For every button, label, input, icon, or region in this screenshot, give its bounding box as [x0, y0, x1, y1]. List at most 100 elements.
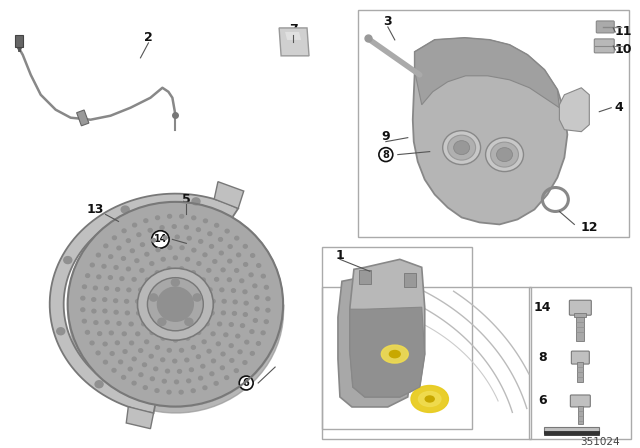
- Polygon shape: [214, 182, 244, 208]
- Bar: [545, 431, 599, 435]
- Ellipse shape: [211, 332, 215, 336]
- Ellipse shape: [81, 297, 85, 300]
- Ellipse shape: [112, 369, 116, 372]
- Ellipse shape: [103, 309, 107, 313]
- Ellipse shape: [173, 256, 177, 259]
- Polygon shape: [350, 259, 425, 397]
- Ellipse shape: [243, 361, 247, 364]
- Ellipse shape: [241, 324, 244, 327]
- Ellipse shape: [135, 259, 139, 263]
- Ellipse shape: [172, 279, 179, 286]
- Ellipse shape: [156, 248, 160, 252]
- Ellipse shape: [105, 320, 109, 324]
- Ellipse shape: [145, 340, 148, 344]
- Ellipse shape: [425, 396, 434, 402]
- Bar: [322, 287, 531, 439]
- Bar: [15, 35, 23, 47]
- Ellipse shape: [163, 236, 167, 239]
- Ellipse shape: [114, 299, 118, 302]
- Text: 6: 6: [538, 395, 547, 408]
- Bar: [577, 362, 583, 382]
- Ellipse shape: [126, 239, 131, 242]
- Ellipse shape: [129, 341, 134, 345]
- Text: 8: 8: [538, 351, 547, 364]
- Ellipse shape: [207, 349, 211, 353]
- Polygon shape: [350, 307, 425, 397]
- Ellipse shape: [225, 376, 228, 379]
- Text: 11: 11: [614, 26, 632, 39]
- Ellipse shape: [155, 389, 159, 392]
- Ellipse shape: [266, 297, 270, 301]
- Ellipse shape: [214, 382, 218, 385]
- Ellipse shape: [127, 267, 131, 271]
- Ellipse shape: [209, 245, 214, 248]
- Ellipse shape: [144, 219, 148, 223]
- Text: 3: 3: [383, 15, 392, 28]
- Ellipse shape: [117, 246, 121, 250]
- Ellipse shape: [202, 340, 206, 344]
- Ellipse shape: [132, 223, 136, 227]
- Ellipse shape: [207, 268, 211, 272]
- Ellipse shape: [109, 255, 113, 258]
- Ellipse shape: [261, 274, 266, 278]
- Ellipse shape: [264, 320, 268, 323]
- Ellipse shape: [97, 275, 101, 279]
- Ellipse shape: [243, 290, 247, 293]
- Bar: [529, 287, 631, 439]
- Ellipse shape: [235, 269, 239, 272]
- Ellipse shape: [198, 240, 203, 243]
- Ellipse shape: [236, 334, 240, 338]
- Ellipse shape: [196, 228, 200, 232]
- Ellipse shape: [180, 349, 184, 352]
- Ellipse shape: [261, 331, 265, 335]
- Ellipse shape: [143, 386, 147, 389]
- Ellipse shape: [173, 338, 177, 342]
- Ellipse shape: [232, 289, 236, 293]
- Ellipse shape: [193, 294, 201, 301]
- Ellipse shape: [192, 248, 196, 252]
- Ellipse shape: [94, 321, 98, 324]
- Ellipse shape: [389, 350, 400, 358]
- Text: 10: 10: [614, 43, 632, 56]
- Text: 8: 8: [382, 150, 389, 159]
- Ellipse shape: [257, 264, 260, 267]
- Bar: [577, 317, 584, 341]
- Ellipse shape: [104, 360, 108, 364]
- Ellipse shape: [117, 322, 121, 325]
- Ellipse shape: [264, 285, 268, 289]
- Ellipse shape: [186, 336, 189, 340]
- Ellipse shape: [129, 322, 133, 326]
- Ellipse shape: [118, 360, 123, 364]
- Ellipse shape: [161, 358, 164, 362]
- FancyBboxPatch shape: [572, 351, 589, 364]
- Ellipse shape: [221, 352, 225, 356]
- Ellipse shape: [255, 296, 259, 299]
- Ellipse shape: [232, 312, 236, 315]
- Ellipse shape: [145, 252, 149, 256]
- Ellipse shape: [109, 331, 113, 335]
- Ellipse shape: [216, 342, 220, 345]
- Ellipse shape: [145, 278, 150, 282]
- Ellipse shape: [203, 253, 207, 257]
- Ellipse shape: [222, 299, 226, 303]
- Ellipse shape: [227, 278, 232, 281]
- Text: 14: 14: [534, 301, 551, 314]
- Ellipse shape: [86, 274, 90, 277]
- Ellipse shape: [122, 332, 126, 336]
- Ellipse shape: [208, 232, 212, 236]
- Ellipse shape: [204, 219, 207, 223]
- Ellipse shape: [255, 307, 259, 311]
- Ellipse shape: [235, 237, 239, 240]
- Ellipse shape: [122, 257, 125, 260]
- Ellipse shape: [257, 342, 260, 345]
- Bar: [579, 406, 583, 424]
- Text: 12: 12: [580, 221, 598, 234]
- Ellipse shape: [197, 262, 201, 265]
- Ellipse shape: [491, 142, 518, 167]
- Ellipse shape: [83, 285, 86, 289]
- Polygon shape: [413, 38, 568, 224]
- Ellipse shape: [132, 357, 136, 361]
- Ellipse shape: [127, 288, 131, 292]
- Ellipse shape: [191, 389, 195, 392]
- Ellipse shape: [454, 141, 470, 155]
